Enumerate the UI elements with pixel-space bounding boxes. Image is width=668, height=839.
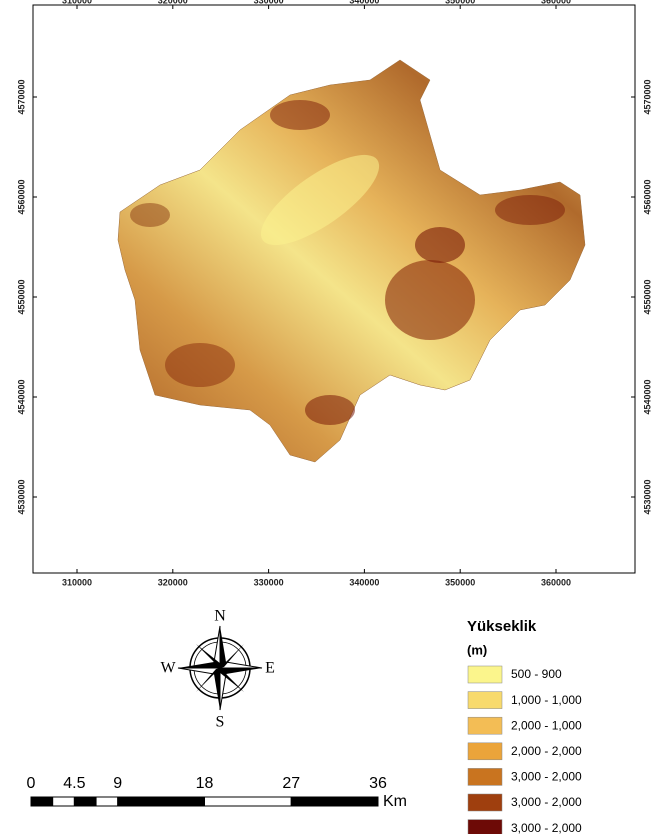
scale-segment [53, 797, 75, 806]
x-coord-label: 320000 [158, 577, 188, 587]
x-coord-label: 340000 [349, 0, 379, 5]
legend-swatch [468, 666, 502, 683]
x-coord-label: 350000 [445, 577, 475, 587]
x-coord-label: 340000 [349, 577, 379, 587]
scale-label: 0 [27, 775, 36, 792]
compass-n: N [214, 608, 226, 625]
y-coord-label: 4560000 [642, 179, 652, 214]
compass-w: W [160, 660, 176, 677]
y-coord-label: 4530000 [16, 479, 26, 514]
y-coord-label: 4550000 [16, 279, 26, 314]
scale-segment [96, 797, 118, 806]
compass-e: E [265, 660, 275, 677]
y-coord-label: 4550000 [642, 279, 652, 314]
legend-title: Yükseklik [467, 618, 537, 635]
scale-segment [118, 797, 205, 806]
y-coord-label: 4570000 [16, 79, 26, 114]
terrain-peak [415, 227, 465, 263]
scale-label: 27 [282, 775, 300, 792]
y-coord-label: 4530000 [642, 479, 652, 514]
scale-segment [291, 797, 378, 806]
scale-label: 4.5 [63, 775, 85, 792]
legend-swatch [468, 820, 502, 834]
compass-s: S [216, 714, 225, 731]
legend-label: 2,000 - 1,000 [511, 718, 582, 732]
terrain-peak [165, 343, 235, 387]
x-coord-label: 360000 [541, 577, 571, 587]
scale-segment [74, 797, 96, 806]
terrain-peak [305, 395, 355, 425]
legend-swatch [468, 768, 502, 785]
legend-label: 500 - 900 [511, 667, 562, 681]
legend-subtitle: (m) [467, 642, 487, 657]
y-coord-label: 4540000 [642, 379, 652, 414]
terrain-peak [130, 203, 170, 227]
scale-label: 18 [196, 775, 214, 792]
y-coord-label: 4540000 [16, 379, 26, 414]
legend-swatch [468, 794, 502, 811]
x-coord-label: 310000 [62, 577, 92, 587]
scale-label: 9 [113, 775, 122, 792]
legend-swatch [468, 743, 502, 760]
x-coord-label: 360000 [541, 0, 571, 5]
legend-label: 2,000 - 2,000 [511, 744, 582, 758]
x-coord-label: 310000 [62, 0, 92, 5]
terrain-peak [270, 100, 330, 130]
map-page: N S W E Yükseklik (m) Km 310000 310000 320… [0, 0, 668, 834]
y-coord-label: 4570000 [642, 79, 652, 114]
legend-swatch [468, 692, 502, 709]
legend-label: 1,000 - 1,000 [511, 693, 582, 707]
legend-swatch [468, 717, 502, 734]
scale-segment [205, 797, 292, 806]
north-arrow: N S W E [160, 608, 274, 731]
legend-label: 3,000 - 2,000 [511, 795, 582, 809]
x-coord-label: 350000 [445, 0, 475, 5]
terrain-peak [385, 260, 475, 340]
legend-label: 3,000 - 2,000 [511, 821, 582, 834]
scale-segment [31, 797, 53, 806]
x-coord-label: 330000 [254, 577, 284, 587]
x-coord-label: 330000 [254, 0, 284, 5]
scale-unit: Km [383, 793, 407, 810]
y-coord-label: 4560000 [16, 179, 26, 214]
x-coord-label: 320000 [158, 0, 188, 5]
scale-label: 36 [369, 775, 387, 792]
terrain-peak [495, 195, 565, 225]
legend-label: 3,000 - 2,000 [511, 770, 582, 784]
